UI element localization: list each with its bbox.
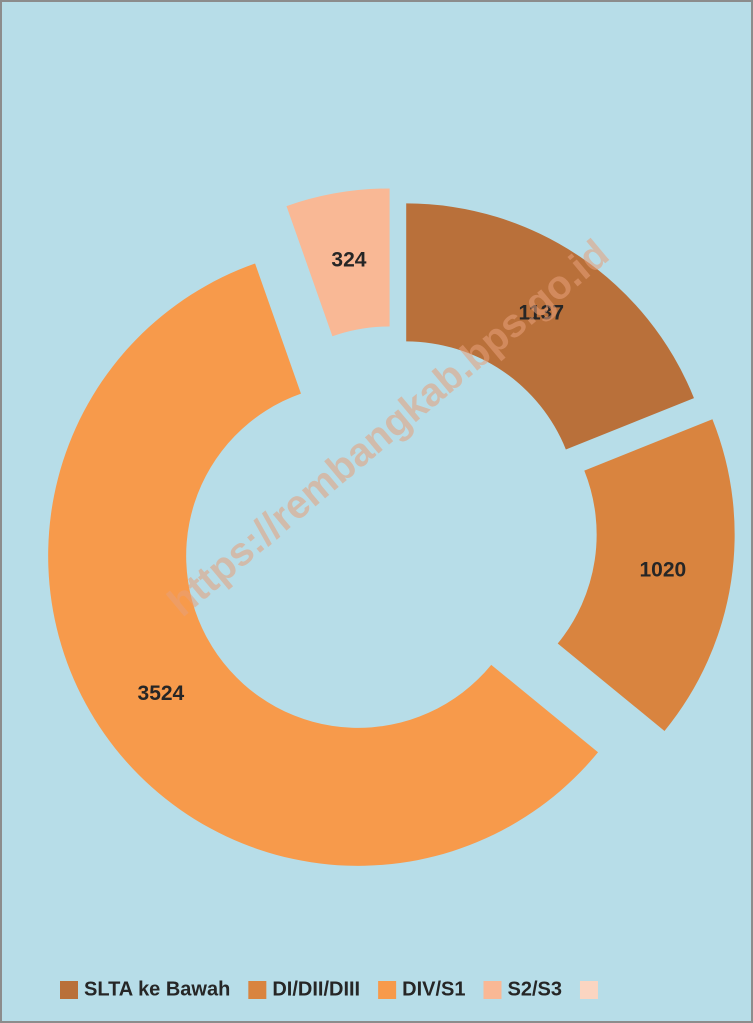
- legend-label: SLTA ke Bawah: [84, 978, 230, 1000]
- data-label: 1020: [639, 559, 686, 582]
- legend-label: S2/S3: [507, 978, 561, 1000]
- legend-swatch: [60, 981, 78, 999]
- slice: [406, 203, 694, 450]
- data-label: 3524: [138, 682, 185, 705]
- legend-label: DI/DII/DIII: [272, 978, 360, 1000]
- data-label: 1137: [518, 301, 564, 324]
- legend-swatch: [579, 981, 598, 999]
- slice: [48, 263, 599, 866]
- legend-label: DIV/S1: [402, 978, 465, 1000]
- slice: [557, 419, 735, 731]
- legend-swatch: [378, 981, 397, 999]
- data-label: 324: [331, 248, 366, 271]
- slice: [286, 188, 390, 337]
- legend-swatch: [483, 981, 502, 999]
- legend-swatch: [248, 981, 267, 999]
